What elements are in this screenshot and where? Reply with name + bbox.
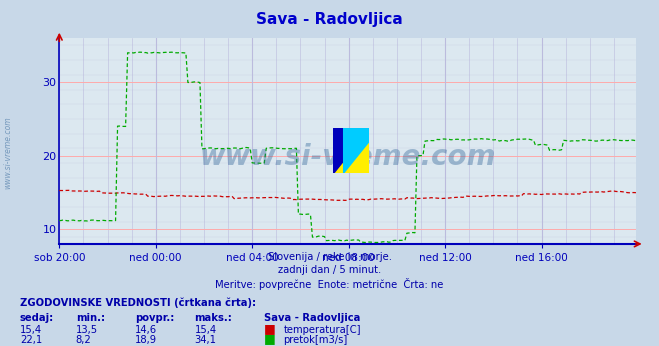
Text: 18,9: 18,9 [135, 335, 158, 345]
Text: min.:: min.: [76, 313, 105, 323]
Polygon shape [333, 128, 369, 173]
Text: povpr.:: povpr.: [135, 313, 175, 323]
Text: ■: ■ [264, 322, 275, 335]
Text: 14,6: 14,6 [135, 325, 158, 335]
Text: www.si-vreme.com: www.si-vreme.com [200, 144, 496, 172]
Text: temperatura[C]: temperatura[C] [283, 325, 361, 335]
Text: zadnji dan / 5 minut.: zadnji dan / 5 minut. [278, 265, 381, 275]
Text: 15,4: 15,4 [20, 325, 42, 335]
Text: ZGODOVINSKE VREDNOSTI (črtkana črta):: ZGODOVINSKE VREDNOSTI (črtkana črta): [20, 298, 256, 308]
Text: 34,1: 34,1 [194, 335, 216, 345]
Text: Sava - Radovljica: Sava - Radovljica [256, 12, 403, 27]
Text: Meritve: povprečne  Enote: metrične  Črta: ne: Meritve: povprečne Enote: metrične Črta:… [215, 278, 444, 290]
Text: 13,5: 13,5 [76, 325, 98, 335]
Text: pretok[m3/s]: pretok[m3/s] [283, 335, 347, 345]
Polygon shape [333, 128, 369, 173]
Text: 8,2: 8,2 [76, 335, 92, 345]
Text: www.si-vreme.com: www.si-vreme.com [3, 116, 13, 189]
Text: Sava - Radovljica: Sava - Radovljica [264, 313, 360, 323]
Text: 22,1: 22,1 [20, 335, 42, 345]
Text: ■: ■ [264, 332, 275, 345]
Polygon shape [344, 128, 369, 173]
Text: 15,4: 15,4 [194, 325, 217, 335]
Text: maks.:: maks.: [194, 313, 232, 323]
Text: Slovenija / reke in morje.: Slovenija / reke in morje. [268, 252, 391, 262]
Text: sedaj:: sedaj: [20, 313, 54, 323]
